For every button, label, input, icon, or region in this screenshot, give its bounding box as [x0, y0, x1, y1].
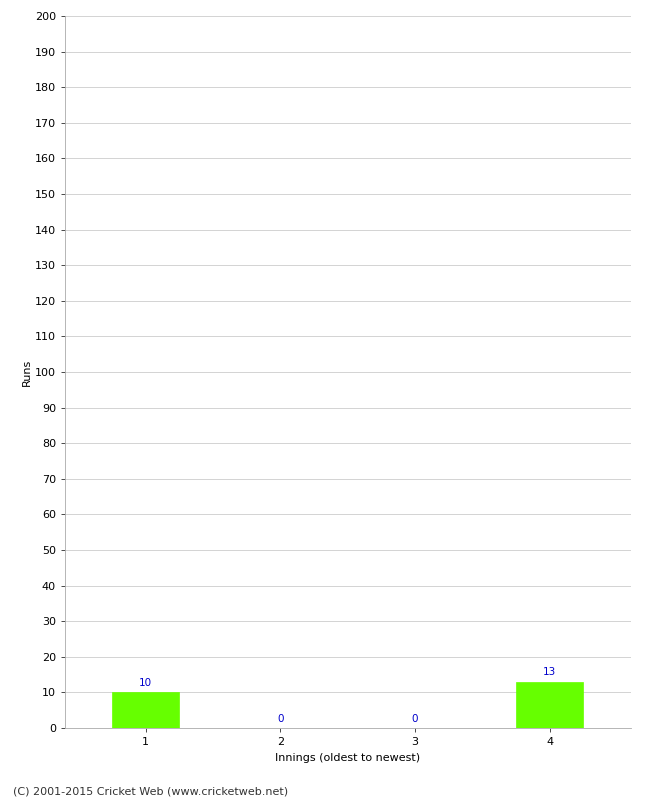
Y-axis label: Runs: Runs [22, 358, 32, 386]
Text: 0: 0 [277, 714, 283, 724]
X-axis label: Innings (oldest to newest): Innings (oldest to newest) [275, 753, 421, 762]
Bar [516, 682, 584, 728]
Bar [112, 693, 179, 728]
Text: 10: 10 [139, 678, 152, 688]
Text: 13: 13 [543, 667, 556, 678]
Text: (C) 2001-2015 Cricket Web (www.cricketweb.net): (C) 2001-2015 Cricket Web (www.cricketwe… [13, 786, 288, 796]
Text: 0: 0 [412, 714, 419, 724]
